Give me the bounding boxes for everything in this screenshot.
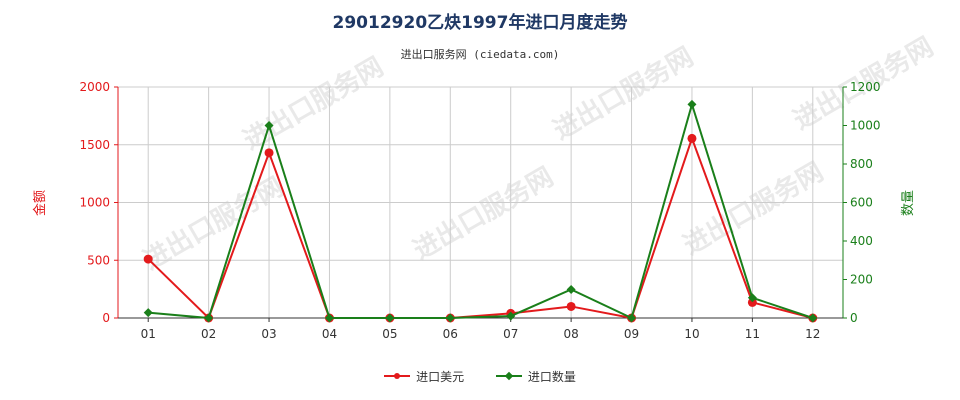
y-right-tick-label: 800 [850, 157, 873, 171]
series-quantity-point [445, 313, 455, 323]
series-value-point [687, 133, 697, 143]
y-right-tick-label: 1200 [850, 80, 881, 94]
y-left-tick-label: 500 [87, 253, 110, 267]
series-quantity-point [566, 285, 576, 295]
series-value-point [143, 254, 153, 264]
x-tick-label: 02 [201, 327, 216, 341]
watermark-text: 进出口服务网 [679, 157, 829, 261]
series-quantity-point [506, 311, 516, 321]
legend-item-quantity[interactable]: 进口数量 [495, 368, 576, 385]
y-right-tick-label: 200 [850, 273, 873, 287]
legend-quantity-label: 进口数量 [527, 369, 576, 384]
series-quantity-point [687, 99, 697, 109]
legend-value-label: 进口美元 [416, 369, 465, 384]
x-tick-label: 08 [563, 327, 578, 341]
x-tick-label: 09 [624, 327, 639, 341]
y-right-tick-label: 400 [850, 234, 873, 248]
series-quantity-point [324, 313, 334, 323]
chart-subtitle: 进出口服务网 (ciedata.com) [400, 48, 560, 61]
series-value-point [264, 148, 274, 158]
y-right-axis-label: 数量 [901, 190, 916, 216]
legend-value-swatch [384, 373, 411, 379]
legend-quantity-swatch [495, 371, 522, 381]
y-left-axis-label: 金额 [32, 190, 48, 216]
x-tick-label: 12 [805, 327, 820, 341]
watermark-text: 进出口服务网 [409, 162, 559, 266]
x-tick-label: 03 [261, 327, 276, 341]
y-left-tick-label: 0 [102, 311, 110, 325]
series-quantity-point [627, 313, 637, 323]
y-right-tick-label: 600 [850, 196, 873, 210]
series-quantity-point [808, 313, 818, 323]
watermark-text: 进出口服务网 [239, 52, 389, 156]
x-tick-label: 01 [141, 327, 156, 341]
x-tick-label: 11 [745, 327, 760, 341]
series-value-line [147, 135, 814, 320]
x-tick-label: 10 [684, 327, 699, 341]
series-quantity-line [148, 100, 814, 320]
x-tick-label: 06 [443, 327, 458, 341]
series-quantity-point [747, 293, 757, 303]
x-tick-label: 07 [503, 327, 518, 341]
chart-title: 29012920乙炔1997年进口月度走势 [332, 13, 628, 33]
y-left-tick-label: 2000 [79, 80, 110, 94]
series-quantity-point [204, 313, 214, 323]
series-quantity-point [143, 308, 153, 318]
y-left-tick-label: 1000 [79, 196, 110, 210]
legend-item-value[interactable]: 进口美元 [384, 368, 464, 385]
x-tick-label: 05 [382, 327, 397, 341]
y-left-tick-label: 1500 [79, 138, 110, 152]
series-quantity-point [264, 121, 274, 130]
y-right-tick-label: 0 [850, 311, 858, 325]
series-quantity-point [385, 313, 395, 323]
series-value-point [566, 301, 576, 311]
series-value-point [747, 297, 757, 307]
chart-legend: 进口美元 进口数量 [0, 366, 960, 385]
x-tick-label: 04 [322, 327, 337, 341]
y-right-tick-label: 1000 [850, 119, 881, 133]
